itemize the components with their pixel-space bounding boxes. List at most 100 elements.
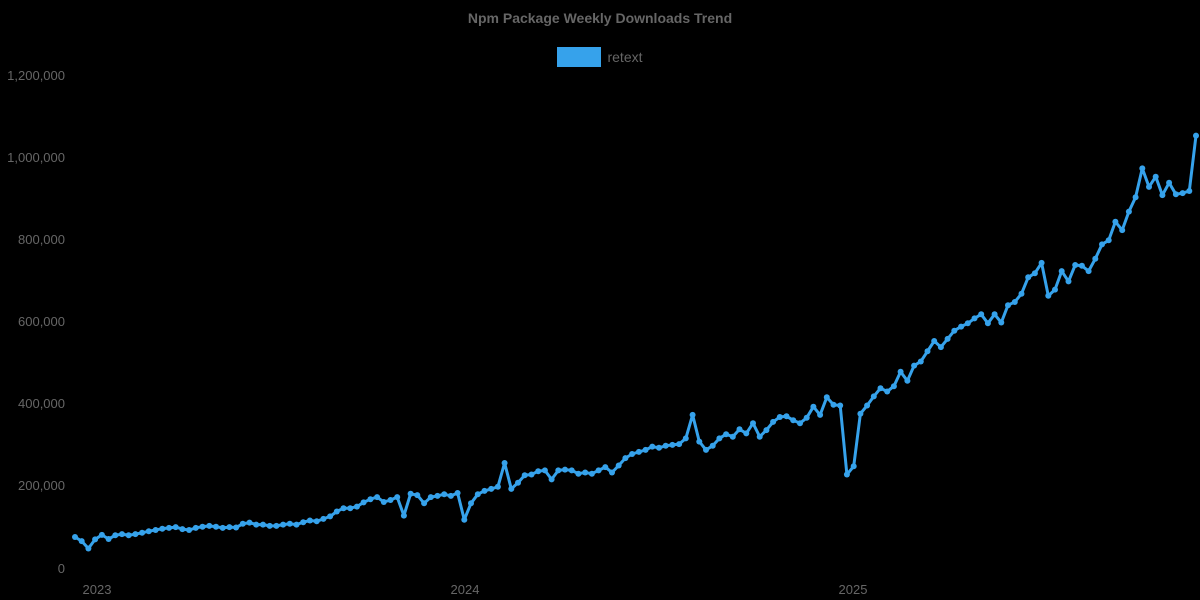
data-point[interactable] xyxy=(642,446,649,453)
data-point[interactable] xyxy=(656,444,662,451)
data-point[interactable] xyxy=(830,401,837,408)
data-point[interactable] xyxy=(273,522,280,529)
data-point[interactable] xyxy=(1018,290,1025,297)
data-point[interactable] xyxy=(1011,299,1018,305)
data-point[interactable] xyxy=(797,420,803,427)
data-point[interactable] xyxy=(750,420,756,427)
data-point[interactable] xyxy=(1179,190,1186,197)
data-point[interactable] xyxy=(602,464,609,471)
data-point[interactable] xyxy=(703,446,709,453)
data-point[interactable] xyxy=(427,494,434,501)
data-point[interactable] xyxy=(971,315,978,322)
data-point[interactable] xyxy=(843,471,850,478)
data-point[interactable] xyxy=(629,451,636,457)
data-point[interactable] xyxy=(864,402,871,409)
data-point[interactable] xyxy=(521,472,528,479)
data-point[interactable] xyxy=(897,368,904,375)
data-point[interactable] xyxy=(85,545,92,552)
data-point[interactable] xyxy=(387,497,394,503)
data-point[interactable] xyxy=(494,483,501,490)
data-point[interactable] xyxy=(421,500,428,507)
data-point[interactable] xyxy=(964,320,971,327)
data-point[interactable] xyxy=(743,430,750,437)
data-point[interactable] xyxy=(689,411,696,418)
data-point[interactable] xyxy=(166,524,172,531)
data-point[interactable] xyxy=(676,441,683,448)
data-point[interactable] xyxy=(951,327,958,334)
data-point[interactable] xyxy=(219,524,226,531)
data-point[interactable] xyxy=(1031,270,1038,277)
data-point[interactable] xyxy=(716,435,723,442)
data-point[interactable] xyxy=(723,431,730,438)
data-point[interactable] xyxy=(286,520,293,527)
data-point[interactable] xyxy=(958,323,965,330)
data-point[interactable] xyxy=(105,536,112,542)
data-point[interactable] xyxy=(400,512,407,519)
data-point[interactable] xyxy=(1052,286,1058,293)
legend-label-retext[interactable]: retext xyxy=(607,49,643,65)
data-point[interactable] xyxy=(394,494,401,501)
data-point[interactable] xyxy=(998,319,1005,326)
data-point[interactable] xyxy=(226,524,233,531)
data-point[interactable] xyxy=(1085,268,1092,275)
data-point[interactable] xyxy=(447,492,454,499)
data-point[interactable] xyxy=(1132,194,1139,201)
data-point[interactable] xyxy=(347,505,354,512)
data-point[interactable] xyxy=(1186,188,1193,194)
data-point[interactable] xyxy=(877,385,884,392)
data-point[interactable] xyxy=(367,496,374,503)
data-point[interactable] xyxy=(112,532,119,539)
data-point[interactable] xyxy=(441,491,448,498)
data-point[interactable] xyxy=(1072,262,1079,268)
data-point[interactable] xyxy=(783,413,790,420)
data-point[interactable] xyxy=(414,492,421,499)
data-point[interactable] xyxy=(615,462,622,469)
data-point[interactable] xyxy=(1125,208,1132,215)
data-point[interactable] xyxy=(911,362,918,369)
data-point[interactable] xyxy=(736,426,743,433)
data-point[interactable] xyxy=(1193,132,1199,139)
data-point[interactable] xyxy=(729,433,736,440)
data-point[interactable] xyxy=(125,532,132,539)
data-point[interactable] xyxy=(360,499,367,506)
data-point[interactable] xyxy=(186,527,193,533)
data-point[interactable] xyxy=(709,442,716,449)
legend-swatch-retext[interactable] xyxy=(557,47,602,67)
data-point[interactable] xyxy=(293,521,300,528)
data-point[interactable] xyxy=(481,487,488,494)
data-point[interactable] xyxy=(548,476,555,483)
data-point[interactable] xyxy=(1078,262,1085,269)
data-point[interactable] xyxy=(870,393,877,400)
data-point[interactable] xyxy=(172,524,179,531)
data-point[interactable] xyxy=(78,538,85,545)
data-point[interactable] xyxy=(810,403,817,410)
data-point[interactable] xyxy=(541,467,548,474)
data-point[interactable] xyxy=(1119,227,1126,234)
data-point[interactable] xyxy=(1159,192,1166,199)
data-point[interactable] xyxy=(1005,302,1011,309)
data-point[interactable] xyxy=(528,471,535,478)
data-point[interactable] xyxy=(937,344,944,351)
data-point[interactable] xyxy=(233,524,240,531)
data-point[interactable] xyxy=(857,410,864,417)
data-point[interactable] xyxy=(1038,259,1045,266)
data-point[interactable] xyxy=(595,467,602,474)
data-point[interactable] xyxy=(508,485,515,492)
data-point[interactable] xyxy=(92,536,99,543)
data-point[interactable] xyxy=(333,508,340,515)
data-point[interactable] xyxy=(468,500,474,507)
data-point[interactable] xyxy=(239,520,246,527)
data-point[interactable] xyxy=(1045,292,1052,299)
data-point[interactable] xyxy=(588,470,595,477)
data-point[interactable] xyxy=(1092,255,1099,262)
data-point[interactable] xyxy=(850,463,857,470)
data-point[interactable] xyxy=(978,311,985,318)
data-point[interactable] xyxy=(199,523,206,530)
data-point[interactable] xyxy=(682,435,689,442)
data-point[interactable] xyxy=(924,348,931,355)
data-point[interactable] xyxy=(454,490,461,496)
data-point[interactable] xyxy=(434,492,441,499)
data-point[interactable] xyxy=(823,394,830,401)
data-point[interactable] xyxy=(582,469,589,476)
data-point[interactable] xyxy=(1112,218,1119,225)
